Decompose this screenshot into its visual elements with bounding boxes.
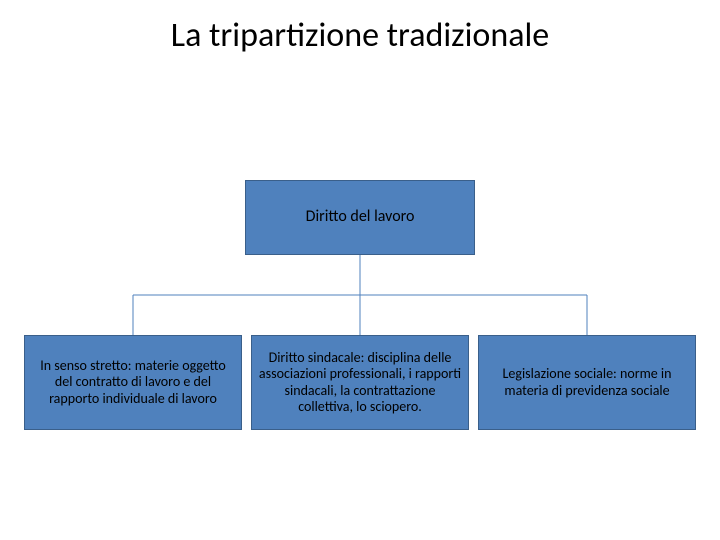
slide: { "title": "La tripartizione tradizional… — [0, 0, 720, 540]
child-node-2: Diritto sindacale: disciplina delle asso… — [251, 335, 469, 430]
child-node-1-label: In senso stretto: materie oggetto del co… — [31, 358, 235, 406]
root-node: Diritto del lavoro — [245, 180, 475, 255]
child-node-1: In senso stretto: materie oggetto del co… — [24, 335, 242, 430]
org-connectors — [0, 0, 720, 540]
root-node-label: Diritto del lavoro — [306, 208, 415, 226]
slide-title: La tripartizione tradizionale — [0, 15, 720, 56]
child-node-2-label: Diritto sindacale: disciplina delle asso… — [258, 350, 462, 414]
child-node-3: Legislazione sociale: norme in materia d… — [478, 335, 696, 430]
child-node-3-label: Legislazione sociale: norme in materia d… — [485, 366, 689, 398]
